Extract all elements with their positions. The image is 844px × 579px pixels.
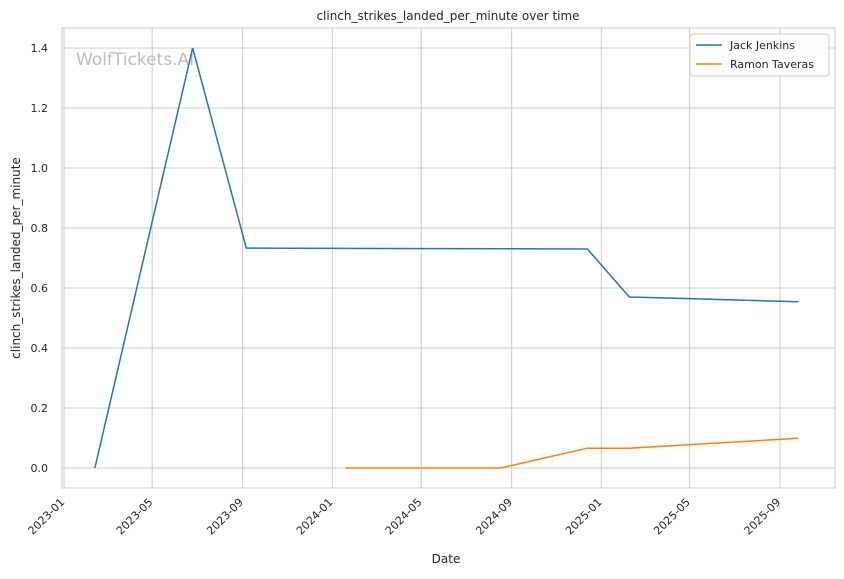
x-tick-label: 2025-05: [651, 496, 693, 538]
legend-label: Jack Jenkins: [729, 39, 795, 52]
y-tick-label: 0.2: [31, 402, 49, 415]
legend-box: [689, 33, 830, 77]
y-tick-label: 0.0: [31, 462, 49, 475]
x-tick-label: 2025-09: [742, 496, 784, 538]
x-tick-label: 2023-05: [114, 496, 156, 538]
x-tick-label: 2024-09: [473, 496, 515, 538]
x-tick-label: 2024-05: [383, 496, 425, 538]
x-tick-label: 2025-01: [563, 496, 605, 538]
legend: Jack Jenkins Ramon Taveras: [689, 33, 830, 77]
series-line-jack-jenkins: [94, 47, 799, 469]
y-tick-label: 1.4: [31, 42, 49, 55]
chart-title: clinch_strikes_landed_per_minute over ti…: [316, 9, 579, 23]
legend-label: Ramon Taveras: [730, 58, 814, 71]
x-tick-label: 2023-01: [26, 496, 68, 538]
x-axis-label: Date: [432, 552, 461, 566]
y-axis-label: clinch_strikes_landed_per_minute: [9, 157, 23, 359]
y-tick-label: 0.6: [31, 282, 49, 295]
plot-area-border: [61, 27, 836, 489]
x-tick-label: 2024-01: [294, 496, 336, 538]
y-tick-label: 0.4: [31, 342, 49, 355]
series-line-ramon-taveras: [345, 437, 799, 469]
y-tick-label: 1.2: [31, 102, 49, 115]
watermark: WolfTickets.AI: [76, 50, 194, 70]
y-tick-label: 0.8: [31, 222, 49, 235]
x-tick-label: 2023-09: [204, 496, 246, 538]
y-tick-label: 1.0: [31, 162, 49, 175]
